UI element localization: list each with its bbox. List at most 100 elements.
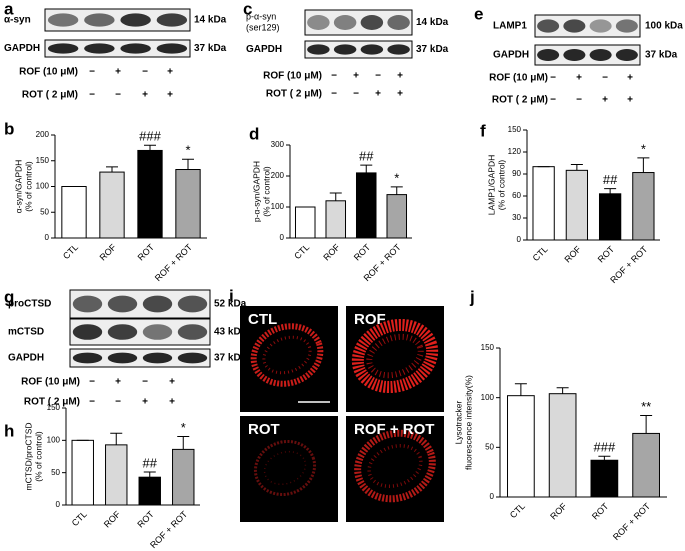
panel-letter: h [4,421,14,440]
treatment-sign: + [169,377,175,388]
blot-band [107,352,138,364]
y-tick-label: 100 [271,202,285,211]
blot-band [120,43,151,54]
y-tick-label: 50 [51,468,60,477]
band-label: (ser129) [246,22,280,32]
cell-stain [250,323,324,387]
blot-band [72,324,103,340]
blot-band [107,324,138,340]
band-label: mCTSD [8,327,44,338]
treatment-label: ROT ( 2 μM) [24,397,80,408]
blot-frame [44,8,191,32]
error-bar [329,192,342,201]
blot-band [537,19,560,33]
blot-frame [304,40,413,59]
image-label: ROF [354,311,386,328]
band-label: GAPDH [493,50,529,61]
significance-label: ### [139,129,161,144]
blot-band [177,324,208,340]
bar [137,149,163,239]
y-tick-label: 150 [47,403,61,412]
significance-label: * [394,170,399,185]
panel-letter: j [469,287,475,306]
blot-band [360,15,384,30]
treatment-sign: + [353,71,359,82]
band-label: LAMP1 [493,21,527,32]
blot-band [156,13,188,27]
kda-label: 43 kDa [214,327,247,338]
bar [294,206,316,239]
kda-label: 14 kDa [416,17,449,28]
blot-band [333,15,357,30]
treatment-sign: + [167,67,173,78]
treatment-sign: − [550,73,556,84]
blot-band [177,352,208,364]
blot-band [537,49,560,61]
bar [548,393,577,498]
blot-band [142,352,173,364]
treatment-sign: + [602,95,608,106]
treatment-sign: + [627,95,633,106]
y-axis-label: (% of control) [23,161,33,212]
y-axis-label: fluorescence intensity(%) [463,375,473,470]
treatment-label: ROT ( 2 μM) [492,95,548,106]
bar [532,166,555,241]
error-bar [390,186,403,195]
bar [598,193,622,241]
treatment-sign: + [375,89,381,100]
treatment-sign: − [89,90,95,101]
treatment-sign: + [169,397,175,408]
y-tick-label: 100 [481,393,495,402]
error-bar [640,415,653,434]
treatment-sign: + [142,90,148,101]
blot-band [156,43,188,54]
treatment-sign: − [142,67,148,78]
error-bar [637,157,650,173]
kda-label: 37 kDa [194,43,227,54]
bar [61,186,87,239]
treatment-sign: + [115,67,121,78]
blot-band [47,43,79,54]
bar [565,169,589,241]
y-axis-label: (% of control) [496,160,506,211]
blot-band [142,324,173,340]
blot-frame [534,14,641,38]
bar [325,200,347,239]
treatment-sign: + [627,73,633,84]
treatment-label: ROF (10 μM) [21,377,80,388]
error-bar [144,144,156,151]
blot-band [307,44,330,55]
blot-band [563,19,586,33]
treatment-sign: + [115,377,121,388]
error-bar [360,164,373,173]
y-axis-label: (% of control) [33,431,43,482]
kda-label: 100 kDa [645,21,683,32]
treatment-label: ROF (10 μM) [263,71,322,82]
bar [590,459,619,498]
bar [138,476,161,506]
panel-letter: f [480,121,486,140]
kda-label: 14 kDa [194,15,227,26]
blot-band [72,352,103,364]
y-tick-label: 100 [36,182,50,191]
y-tick-label: 300 [271,140,285,149]
treatment-sign: − [375,71,381,82]
blot-band [563,49,586,61]
kda-label: 37 kDa [645,50,678,61]
kda-label: 37 kDa [416,44,449,55]
blot-band [47,13,79,27]
treatment-sign: − [331,71,337,82]
panel-letter: i [229,286,234,305]
bar [386,194,408,239]
panel-letter: b [4,119,14,138]
treatment-sign: − [353,89,359,100]
blot-band [177,295,208,313]
blot-frame [534,44,641,66]
y-tick-label: 150 [481,343,495,352]
cell-stain [253,440,317,496]
image-label: CTL [248,311,277,328]
blot-frame [69,348,211,368]
blot-frame [44,39,191,58]
treatment-sign: + [576,73,582,84]
bar [172,448,195,506]
